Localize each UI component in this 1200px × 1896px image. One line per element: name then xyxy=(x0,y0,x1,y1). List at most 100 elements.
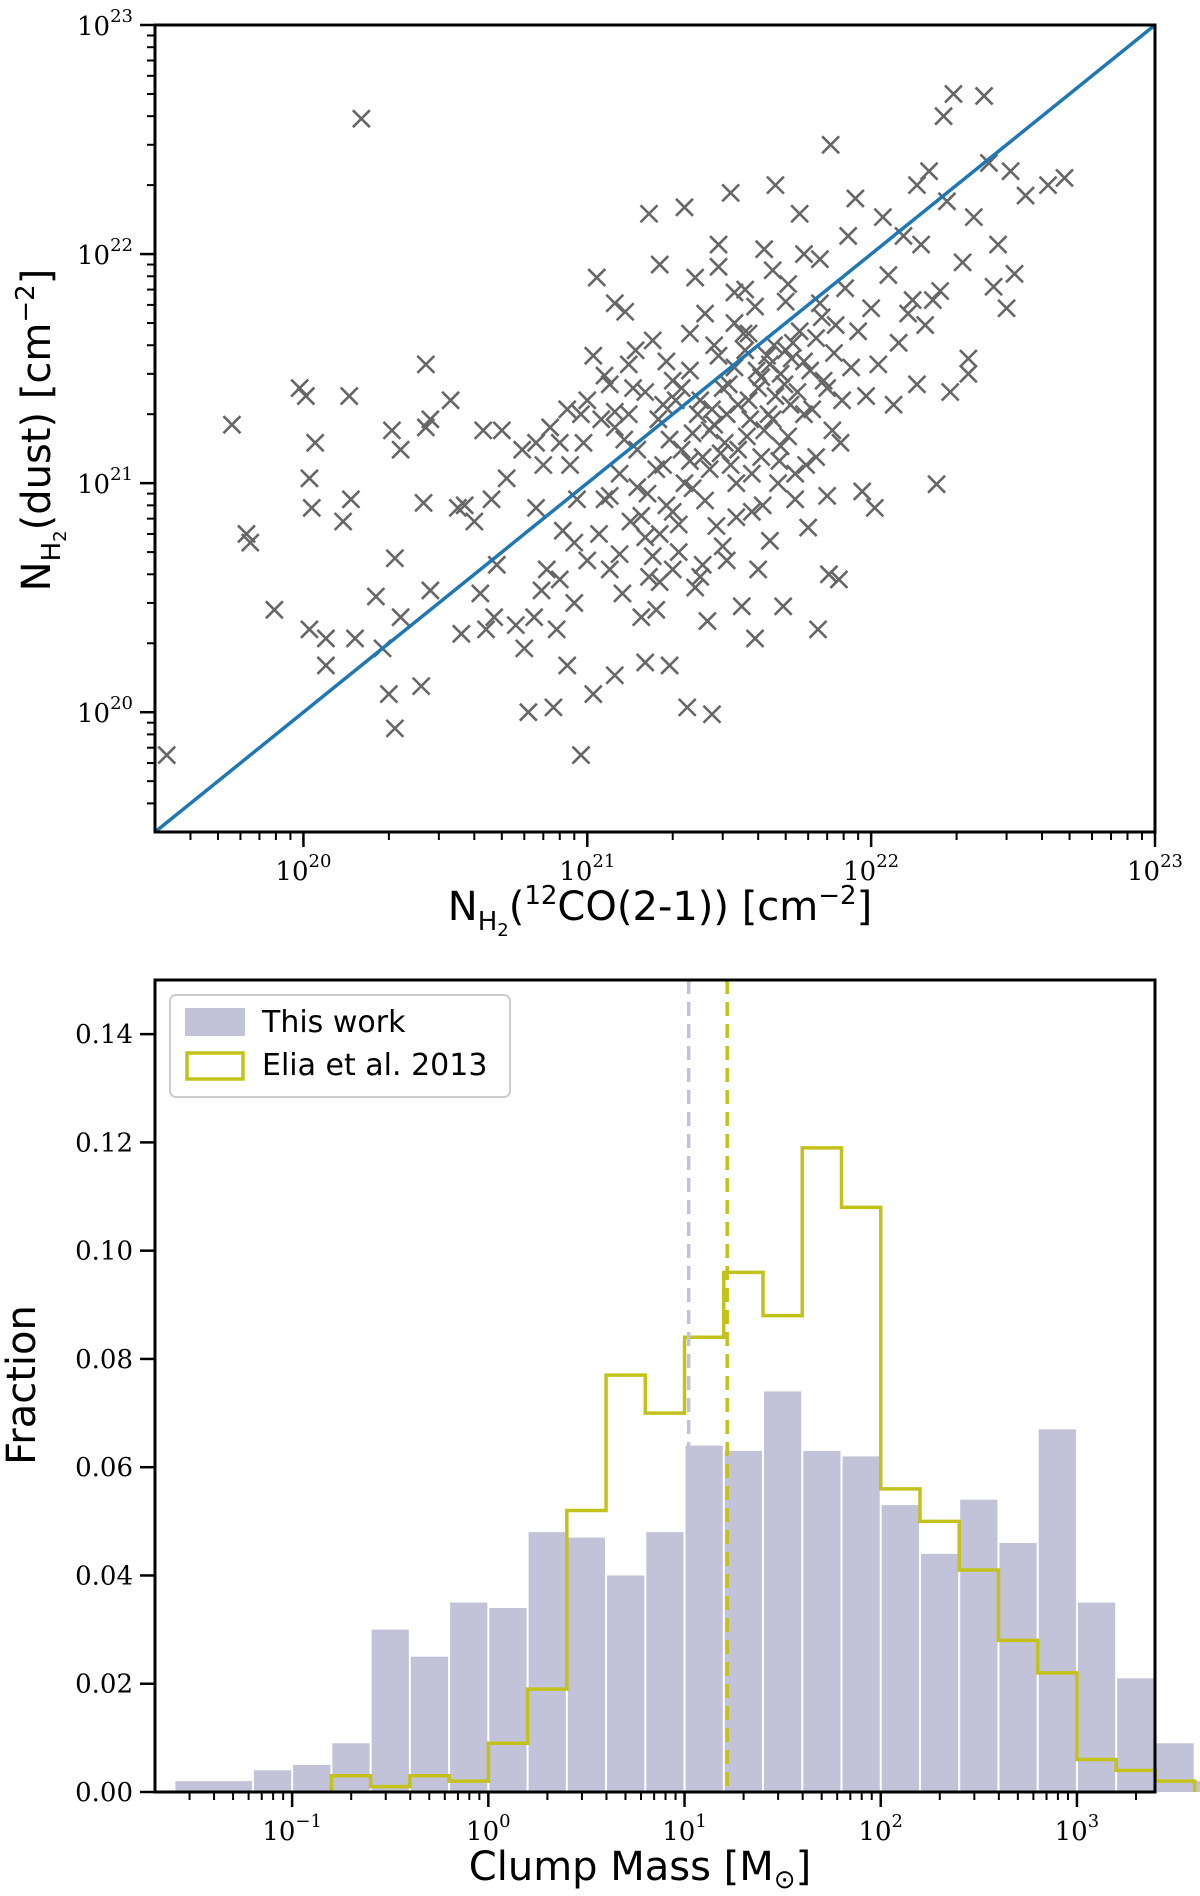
histogram-bar xyxy=(1077,1602,1116,1792)
scatter-point xyxy=(704,335,724,355)
scatter-point xyxy=(635,382,655,402)
histogram-bar xyxy=(999,1542,1037,1792)
scatter-point xyxy=(532,581,551,600)
histogram-bar xyxy=(1117,1678,1155,1792)
scatter-point xyxy=(695,304,715,323)
scatter-point xyxy=(800,361,820,381)
y-tick-label: 1022 xyxy=(77,235,133,271)
histogram-y-axis-label: Fraction xyxy=(0,1305,45,1465)
scatter-point xyxy=(623,378,643,398)
scatter-point xyxy=(1038,175,1058,195)
histogram-bar xyxy=(842,1456,880,1792)
scatter-point xyxy=(958,349,978,368)
scatter-point xyxy=(732,596,752,616)
scatter-point xyxy=(690,390,710,410)
scatter-point xyxy=(663,560,683,579)
scatter-point xyxy=(222,415,242,435)
scatter-point xyxy=(776,292,796,312)
scatter-point xyxy=(451,624,471,644)
scatter-point xyxy=(650,255,670,274)
y-tick-label: 0.12 xyxy=(75,1128,133,1158)
scatter-point xyxy=(605,418,625,437)
scatter-point xyxy=(709,346,728,366)
scatter-point xyxy=(635,652,655,672)
histogram-bar xyxy=(567,1537,606,1792)
scatter-point xyxy=(829,569,849,589)
scatter-point xyxy=(448,498,468,518)
scatter-point xyxy=(414,493,433,513)
histogram-bar xyxy=(293,1764,331,1792)
scatter-point xyxy=(958,364,978,384)
x-tick-label: 103 xyxy=(1055,1811,1100,1847)
scatter-point xyxy=(884,395,904,415)
scatter-point xyxy=(768,473,788,493)
scatter-point xyxy=(305,433,325,453)
histogram-bar xyxy=(1156,1743,1194,1792)
scatter-point xyxy=(1005,264,1024,284)
scatter-point xyxy=(605,293,625,313)
scatter-point xyxy=(635,527,655,547)
scatter-point xyxy=(605,402,625,422)
scatter-point xyxy=(717,550,737,570)
y-tick-label: 0.02 xyxy=(75,1670,133,1700)
legend-swatch-elia-2013 xyxy=(185,1051,245,1081)
histogram-bar xyxy=(450,1602,488,1792)
scatter-point xyxy=(639,567,659,587)
scatter-point xyxy=(589,524,609,544)
scatter-point xyxy=(785,489,805,509)
scatter-x-axis-label: NH2(12CO(2-1)) [cm−2] xyxy=(448,881,872,941)
scatter-point xyxy=(821,135,841,155)
scatter-point xyxy=(753,495,773,515)
scatter-point xyxy=(988,235,1008,255)
scatter-point xyxy=(974,86,994,106)
scatter-point xyxy=(484,607,504,627)
y-tick-label: 0.08 xyxy=(75,1345,133,1375)
scatter-point xyxy=(615,302,635,322)
scatter-point xyxy=(848,321,868,341)
scatter-point xyxy=(748,560,768,579)
scatter-point xyxy=(672,378,692,398)
scatter-point xyxy=(333,512,353,531)
scatter-point xyxy=(391,607,411,627)
scatter-point xyxy=(754,239,774,259)
scatter-point xyxy=(735,340,755,360)
scatter-point xyxy=(379,684,399,704)
scatter-point xyxy=(826,315,846,335)
scatter-point xyxy=(506,615,526,635)
histogram-bar xyxy=(646,1532,684,1792)
scatter-point xyxy=(540,418,560,437)
scatter-point xyxy=(700,459,720,479)
scatter-point xyxy=(512,440,532,460)
x-tick-label: 101 xyxy=(662,1811,707,1847)
scatter-point xyxy=(702,399,722,419)
scatter-point xyxy=(420,581,440,600)
scatter-point xyxy=(765,386,785,406)
scatter-point xyxy=(737,426,757,446)
scatter-point xyxy=(845,188,865,208)
scatter-point xyxy=(316,656,336,675)
scatter-point xyxy=(747,361,767,381)
histogram-bar xyxy=(764,1391,802,1792)
scatter-point xyxy=(680,451,700,471)
histogram-bar xyxy=(724,1450,763,1792)
scatter-point xyxy=(643,546,663,566)
scatter-point xyxy=(595,366,614,385)
scatter-point xyxy=(819,564,839,584)
scatter-point xyxy=(391,440,411,460)
scatter-point xyxy=(817,486,837,506)
scatter-point xyxy=(760,531,780,551)
scatter-point xyxy=(653,395,673,415)
scatter-point xyxy=(824,343,844,363)
scatter-point xyxy=(631,506,651,526)
scatter-point xyxy=(533,455,553,475)
scatter-point xyxy=(1001,161,1021,181)
x-tick-label: 1023 xyxy=(1127,851,1183,887)
scatter-point xyxy=(296,386,316,406)
scatter-point xyxy=(838,226,858,246)
scatter-point xyxy=(984,277,1004,297)
scatter-point xyxy=(745,297,765,316)
scatter-point xyxy=(345,628,365,648)
scatter-point xyxy=(763,260,783,280)
scatter-point xyxy=(835,278,855,298)
